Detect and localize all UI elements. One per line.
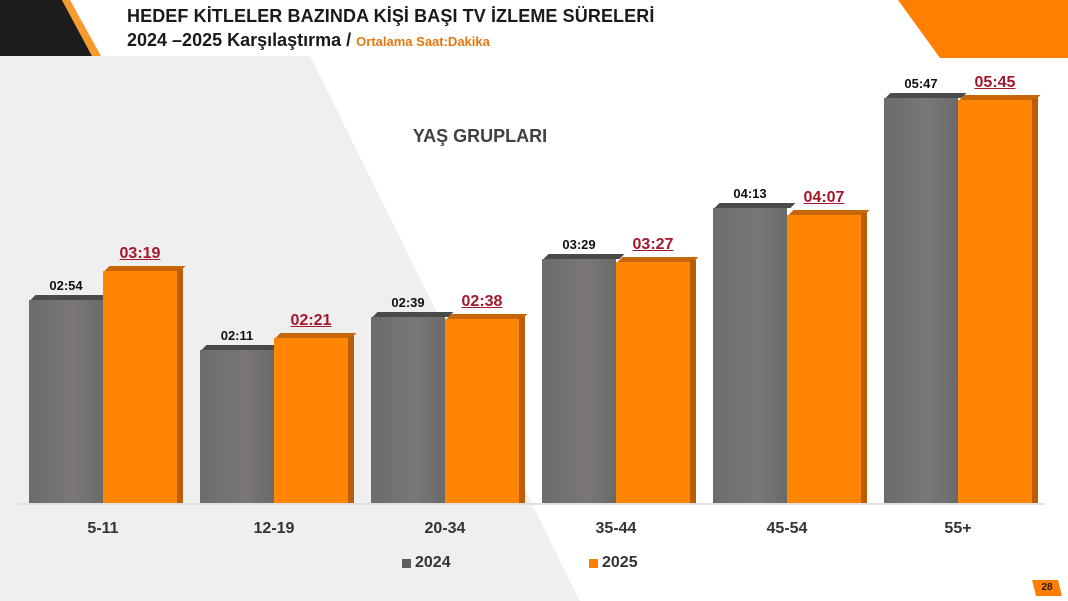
data-label-2024: 03:29 bbox=[562, 237, 596, 252]
data-label-2024: 02:11 bbox=[220, 328, 254, 343]
page-number-badge: 28 bbox=[1032, 580, 1062, 596]
bar-2024-20-34 bbox=[371, 312, 454, 503]
category-label: 20-34 bbox=[424, 520, 466, 537]
category-baseline bbox=[701, 503, 873, 505]
category-label: 12-19 bbox=[253, 520, 295, 537]
data-label-2025: 03:27 bbox=[632, 236, 674, 253]
legend-label: 2024 bbox=[415, 554, 451, 571]
category-label: 55+ bbox=[944, 520, 972, 537]
bar-2024-55+ bbox=[884, 93, 967, 503]
data-label-2025: 02:21 bbox=[290, 312, 332, 329]
category-label: 5-11 bbox=[87, 520, 119, 537]
chart-title: YAŞ GRUPLARI bbox=[412, 126, 548, 146]
bar-2025-35-44 bbox=[616, 257, 699, 503]
data-label-2024: 02:54 bbox=[49, 278, 83, 293]
bar-2024-12-19 bbox=[200, 345, 283, 503]
corner-decoration-orange bbox=[898, 0, 1068, 58]
category-baseline bbox=[17, 503, 189, 505]
data-label-2024: 05:47 bbox=[904, 76, 938, 91]
legend-item-2025: 2025 bbox=[589, 554, 638, 572]
legend-swatch-gray-icon bbox=[402, 558, 411, 568]
bar-2024-5-11 bbox=[29, 295, 112, 503]
data-label-2025: 03:19 bbox=[119, 245, 161, 262]
category-label: 35-44 bbox=[595, 520, 637, 537]
bar-2025-12-19 bbox=[274, 333, 357, 503]
category-baseline bbox=[359, 503, 531, 505]
bar-2024-35-44 bbox=[542, 254, 625, 503]
bar-2025-45-54 bbox=[787, 210, 870, 503]
slide-title: HEDEF KİTLELER BAZINDA KİŞİ BAŞI TV İZLE… bbox=[127, 6, 655, 26]
category-label: 45-54 bbox=[766, 520, 808, 537]
data-label-2024: 04:13 bbox=[733, 186, 767, 201]
category-baseline bbox=[530, 503, 702, 505]
bar-2025-20-34 bbox=[445, 314, 528, 503]
slide-subtitle: 2024 –2025 Karşılaştırma / Ortalama Saat… bbox=[127, 30, 490, 51]
bar-2025-5-11 bbox=[103, 266, 186, 503]
bar-2025-55+ bbox=[958, 95, 1041, 503]
legend-item-2024: 2024 bbox=[402, 554, 451, 572]
data-label-2025: 02:38 bbox=[461, 293, 503, 310]
unit-label: Ortalama Saat:Dakika bbox=[356, 34, 490, 49]
data-label-2025: 04:07 bbox=[803, 189, 845, 206]
legend-label: 2025 bbox=[602, 554, 638, 571]
category-baseline bbox=[188, 503, 360, 505]
category-baseline bbox=[872, 503, 1044, 505]
data-label-2024: 02:39 bbox=[391, 295, 425, 310]
bar-2024-45-54 bbox=[713, 203, 796, 503]
data-label-2025: 05:45 bbox=[974, 74, 1016, 91]
legend-swatch-orange-icon bbox=[589, 558, 598, 568]
comparison-label: 2024 –2025 Karşılaştırma / bbox=[127, 30, 357, 50]
